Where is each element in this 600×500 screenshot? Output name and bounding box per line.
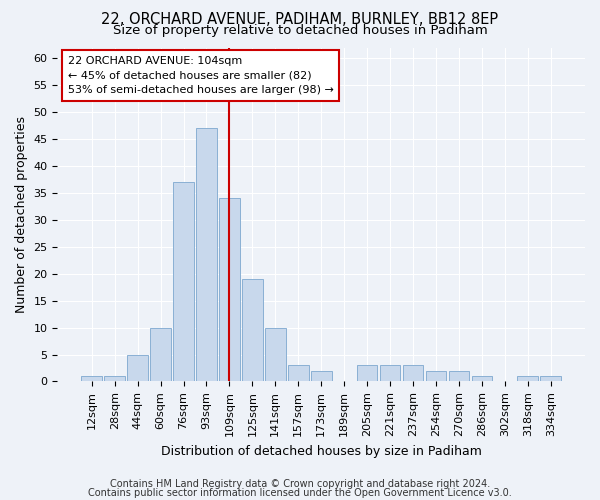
Bar: [311, 370, 332, 382]
Bar: [173, 182, 194, 382]
Bar: [150, 328, 171, 382]
Bar: [288, 366, 308, 382]
Bar: [472, 376, 492, 382]
X-axis label: Distribution of detached houses by size in Padiham: Distribution of detached houses by size …: [161, 444, 482, 458]
Text: 22 ORCHARD AVENUE: 104sqm
← 45% of detached houses are smaller (82)
53% of semi-: 22 ORCHARD AVENUE: 104sqm ← 45% of detac…: [68, 56, 334, 96]
Text: 22, ORCHARD AVENUE, PADIHAM, BURNLEY, BB12 8EP: 22, ORCHARD AVENUE, PADIHAM, BURNLEY, BB…: [101, 12, 499, 28]
Bar: [242, 279, 263, 382]
Bar: [403, 366, 424, 382]
Text: Contains HM Land Registry data © Crown copyright and database right 2024.: Contains HM Land Registry data © Crown c…: [110, 479, 490, 489]
Bar: [425, 370, 446, 382]
Bar: [127, 354, 148, 382]
Y-axis label: Number of detached properties: Number of detached properties: [15, 116, 28, 313]
Bar: [104, 376, 125, 382]
Bar: [82, 376, 102, 382]
Bar: [517, 376, 538, 382]
Bar: [357, 366, 377, 382]
Bar: [219, 198, 240, 382]
Bar: [196, 128, 217, 382]
Bar: [541, 376, 561, 382]
Text: Contains public sector information licensed under the Open Government Licence v3: Contains public sector information licen…: [88, 488, 512, 498]
Text: Size of property relative to detached houses in Padiham: Size of property relative to detached ho…: [113, 24, 487, 37]
Bar: [449, 370, 469, 382]
Bar: [380, 366, 400, 382]
Bar: [265, 328, 286, 382]
